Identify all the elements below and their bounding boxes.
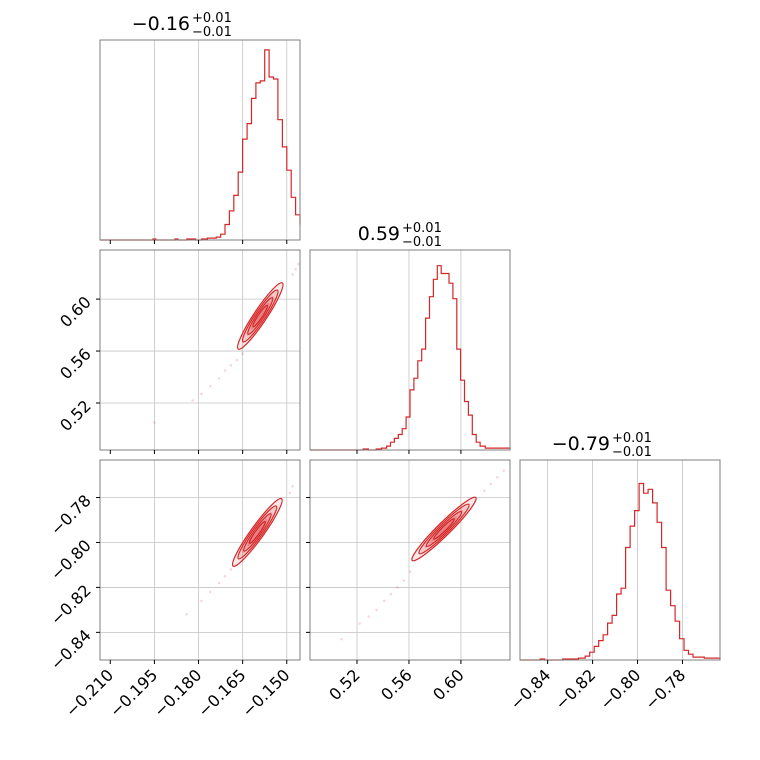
- pair-2-1-scatter-point: [389, 592, 393, 596]
- pair-2-0-y-tick-label: −0.82: [47, 581, 95, 629]
- param-2-x-tick-label: −0.82: [551, 665, 599, 713]
- param-2-title-value: −0.79: [552, 433, 610, 455]
- pair-2-0-axes-frame: [99, 459, 301, 661]
- pair-2-0-scatter-point: [223, 574, 227, 578]
- param-0-histogram: [100, 49, 301, 241]
- pair-2-0-contour: [243, 513, 272, 552]
- param-1-histogram: [310, 265, 511, 451]
- pair-1-0-scatter-point: [241, 352, 244, 355]
- pair-1-0-density-fill: [237, 282, 283, 350]
- pair-2-1-density-fill: [431, 516, 457, 542]
- pair-2-0-scatter-point: [217, 581, 221, 585]
- param-1-title-err-plus: +0.01: [402, 221, 442, 236]
- pair-1-0-contour: [247, 297, 274, 335]
- pair-1-0-scatter-point: [297, 262, 300, 266]
- pair-2-1-scatter-point: [395, 586, 399, 589]
- pair-2-1-density-fill: [418, 503, 470, 555]
- pair-2-1-density-fill: [411, 497, 477, 561]
- pair-2-1-scatter-point: [382, 599, 386, 603]
- pair-2-1-density-fill: [424, 509, 464, 549]
- param-1-title-value: 0.59: [358, 223, 400, 245]
- pair-2-0-density-fill: [237, 505, 278, 560]
- pair-2-0-x-tick-label: −0.210: [62, 665, 117, 720]
- pair-2-1-x-tick-label: 0.60: [429, 665, 468, 704]
- pair-2-0-contour: [231, 497, 283, 567]
- param-2-title-err-plus: +0.01: [612, 431, 652, 446]
- pair-2-0-y-tick-label: −0.80: [47, 536, 95, 584]
- pair-2-0-scatter-point: [185, 613, 189, 616]
- pair-2-1-scatter-point: [502, 469, 506, 472]
- pair-1-0-y-tick-label: 0.56: [56, 344, 95, 383]
- pair-2-0-scatter-point: [200, 599, 203, 603]
- pair-2-1-scatter-point: [495, 476, 499, 479]
- pair-1-0-scatter-point: [153, 421, 156, 424]
- pair-2-1-contour: [425, 510, 463, 548]
- pair-2-1-scatter-point: [358, 622, 361, 625]
- pair-2-1-contour: [433, 518, 455, 540]
- param-2-x-tick-label: −0.78: [641, 665, 689, 713]
- param-2-histogram: [520, 482, 721, 661]
- pair-1-0-scatter-point: [229, 364, 233, 367]
- pair-2-0-x-tick-label: −0.150: [238, 665, 293, 720]
- pair-1-0-scatter-point: [291, 273, 294, 276]
- pair-2-0-contour: [237, 505, 278, 560]
- param-2-x-tick-label: −0.80: [596, 665, 644, 713]
- pair-2-0-scatter-point: [208, 590, 212, 594]
- pair-1-0-density-fill: [242, 289, 279, 343]
- param-2-x-tick-label: −0.84: [506, 665, 554, 713]
- pair-2-1-x-tick-label: 0.56: [377, 665, 416, 704]
- param-2-title-err-minus: −0.01: [612, 445, 652, 460]
- param-0-title-err-minus: −0.01: [192, 25, 232, 40]
- param-2-axes-frame: [519, 459, 721, 661]
- pair-2-0-contour: [248, 520, 266, 544]
- pair-1-0-scatter-point: [235, 358, 239, 362]
- param-0-axes-frame: [99, 39, 301, 241]
- pair-2-1-scatter-point: [402, 579, 406, 582]
- pair-2-1-scatter-point: [489, 482, 493, 486]
- pair-1-0-y-tick-label: 0.60: [56, 292, 95, 331]
- pair-2-0-density-fill: [242, 512, 273, 553]
- pair-1-0-scatter-point: [217, 377, 221, 380]
- param-0-title-err-plus: +0.01: [192, 11, 232, 26]
- pair-2-1-scatter-point: [367, 615, 371, 618]
- param-0-title-value: −0.16: [132, 13, 190, 35]
- pair-1-0-scatter-point: [223, 369, 227, 372]
- param-1-title-err-minus: −0.01: [402, 235, 442, 250]
- pair-1-0-scatter-point: [208, 384, 212, 388]
- pair-1-0-contour: [241, 289, 279, 343]
- pair-1-0-scatter-point: [191, 399, 194, 402]
- pair-2-1-scatter-point: [482, 489, 486, 493]
- pair-2-1-contour: [411, 496, 477, 562]
- pair-1-0-density-fill: [251, 302, 270, 330]
- pair-2-0-density-fill: [232, 498, 283, 567]
- pair-2-0-density-fill: [247, 518, 268, 546]
- pair-1-0-contour: [236, 282, 284, 350]
- pair-1-0-scatter-point: [294, 267, 297, 271]
- pair-2-1-contour: [418, 503, 470, 555]
- pair-2-1-axes-frame: [309, 459, 511, 661]
- pair-1-0-y-tick-label: 0.52: [56, 396, 95, 435]
- pair-2-1-scatter-point: [408, 570, 412, 573]
- pair-2-1-x-tick-label: 0.52: [325, 665, 364, 704]
- pair-2-0-scatter-point: [288, 491, 292, 495]
- param-1-axes-frame: [309, 249, 511, 451]
- pair-2-1-scatter-point: [375, 608, 378, 612]
- pair-2-0-x-tick-label: −0.195: [106, 665, 161, 720]
- pair-2-0-x-tick-label: −0.165: [194, 665, 249, 720]
- pair-2-0-y-tick-label: −0.84: [47, 626, 95, 674]
- pair-2-0-y-tick-label: −0.78: [47, 491, 95, 539]
- pair-1-0-axes-frame: [99, 249, 301, 451]
- pair-1-0-contour: [252, 304, 269, 328]
- pair-2-0-x-tick-label: −0.180: [150, 665, 205, 720]
- pair-2-1-scatter-point: [340, 637, 343, 641]
- pair-1-0-scatter-point: [200, 392, 203, 396]
- pair-2-0-scatter-point: [291, 484, 294, 488]
- pair-2-0-scatter-point: [229, 568, 233, 571]
